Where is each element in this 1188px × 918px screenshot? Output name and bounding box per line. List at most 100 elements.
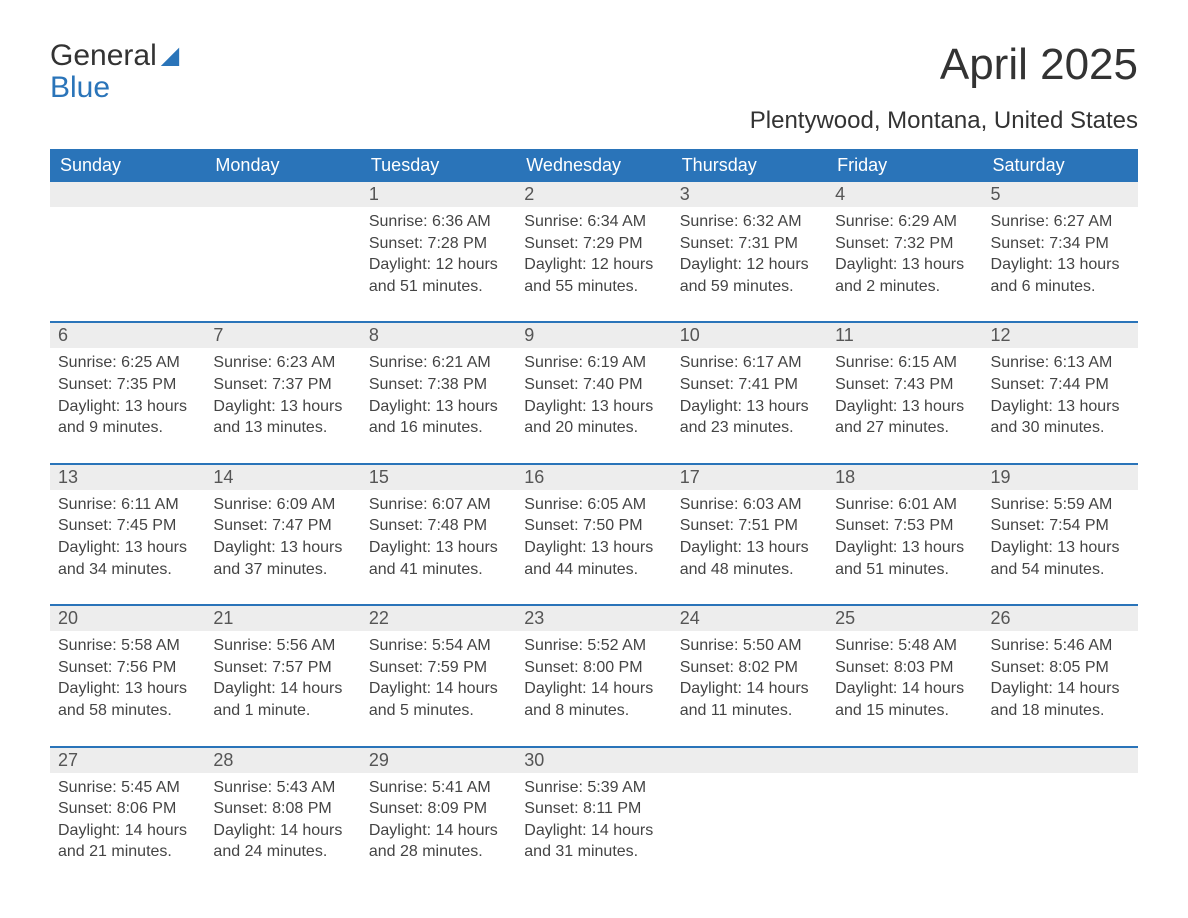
day-header: Thursday [672, 149, 827, 182]
month-title: April 2025 [940, 40, 1138, 90]
daylight-text: Daylight: 13 hours and 44 minutes. [524, 537, 663, 580]
sunset-text: Sunset: 7:31 PM [680, 233, 819, 255]
daylight-text: Daylight: 13 hours and 13 minutes. [213, 396, 352, 439]
day-number-cell: 23 [516, 605, 671, 631]
sunset-text: Sunset: 7:54 PM [991, 515, 1130, 537]
day-body-cell: Sunrise: 6:07 AMSunset: 7:48 PMDaylight:… [361, 490, 516, 605]
logo-line1: General [50, 40, 157, 72]
daylight-text: Daylight: 13 hours and 27 minutes. [835, 396, 974, 439]
daylight-text: Daylight: 14 hours and 18 minutes. [991, 678, 1130, 721]
day-body-cell: Sunrise: 6:11 AMSunset: 7:45 PMDaylight:… [50, 490, 205, 605]
sunset-text: Sunset: 7:40 PM [524, 374, 663, 396]
daylight-text: Daylight: 12 hours and 51 minutes. [369, 254, 508, 297]
day-number-cell: 9 [516, 322, 671, 348]
day-number-cell [205, 182, 360, 207]
sunrise-text: Sunrise: 6:25 AM [58, 352, 197, 374]
sunset-text: Sunset: 7:59 PM [369, 657, 508, 679]
daylight-text: Daylight: 13 hours and 6 minutes. [991, 254, 1130, 297]
day-body-cell: Sunrise: 5:58 AMSunset: 7:56 PMDaylight:… [50, 631, 205, 746]
day-body-cell: Sunrise: 5:39 AMSunset: 8:11 PMDaylight:… [516, 773, 671, 887]
day-number-cell [50, 182, 205, 207]
daylight-text: Daylight: 14 hours and 28 minutes. [369, 820, 508, 863]
week-daynum-row: 13141516171819 [50, 464, 1138, 490]
sunrise-text: Sunrise: 6:19 AM [524, 352, 663, 374]
day-number-cell: 22 [361, 605, 516, 631]
day-number-cell: 21 [205, 605, 360, 631]
day-number-cell: 17 [672, 464, 827, 490]
daylight-text: Daylight: 13 hours and 41 minutes. [369, 537, 508, 580]
sunset-text: Sunset: 8:06 PM [58, 798, 197, 820]
day-body-cell: Sunrise: 5:52 AMSunset: 8:00 PMDaylight:… [516, 631, 671, 746]
day-body-cell: Sunrise: 5:54 AMSunset: 7:59 PMDaylight:… [361, 631, 516, 746]
sunset-text: Sunset: 7:47 PM [213, 515, 352, 537]
sunrise-text: Sunrise: 6:17 AM [680, 352, 819, 374]
sunrise-text: Sunrise: 6:01 AM [835, 494, 974, 516]
day-number-cell: 11 [827, 322, 982, 348]
daylight-text: Daylight: 13 hours and 34 minutes. [58, 537, 197, 580]
day-number-cell: 24 [672, 605, 827, 631]
day-number-cell: 1 [361, 182, 516, 207]
week-daynum-row: 6789101112 [50, 322, 1138, 348]
day-body-cell: Sunrise: 6:17 AMSunset: 7:41 PMDaylight:… [672, 348, 827, 463]
sunset-text: Sunset: 7:34 PM [991, 233, 1130, 255]
day-body-cell: Sunrise: 5:50 AMSunset: 8:02 PMDaylight:… [672, 631, 827, 746]
sunrise-text: Sunrise: 6:34 AM [524, 211, 663, 233]
day-body-cell: Sunrise: 6:09 AMSunset: 7:47 PMDaylight:… [205, 490, 360, 605]
day-body-cell: Sunrise: 6:25 AMSunset: 7:35 PMDaylight:… [50, 348, 205, 463]
sunrise-text: Sunrise: 5:54 AM [369, 635, 508, 657]
sunset-text: Sunset: 7:32 PM [835, 233, 974, 255]
daylight-text: Daylight: 14 hours and 15 minutes. [835, 678, 974, 721]
daylight-text: Daylight: 13 hours and 30 minutes. [991, 396, 1130, 439]
day-number-cell: 16 [516, 464, 671, 490]
sunset-text: Sunset: 7:56 PM [58, 657, 197, 679]
daylight-text: Daylight: 14 hours and 31 minutes. [524, 820, 663, 863]
daylight-text: Daylight: 13 hours and 20 minutes. [524, 396, 663, 439]
day-body-cell: Sunrise: 6:13 AMSunset: 7:44 PMDaylight:… [983, 348, 1138, 463]
location-subtitle: Plentywood, Montana, United States [50, 107, 1138, 135]
sunset-text: Sunset: 7:44 PM [991, 374, 1130, 396]
day-body-cell [827, 773, 982, 887]
day-body-cell: Sunrise: 6:03 AMSunset: 7:51 PMDaylight:… [672, 490, 827, 605]
day-header: Monday [205, 149, 360, 182]
daylight-text: Daylight: 14 hours and 21 minutes. [58, 820, 197, 863]
day-header: Tuesday [361, 149, 516, 182]
sunset-text: Sunset: 8:09 PM [369, 798, 508, 820]
sunrise-text: Sunrise: 6:03 AM [680, 494, 819, 516]
daylight-text: Daylight: 13 hours and 51 minutes. [835, 537, 974, 580]
day-body-cell [672, 773, 827, 887]
day-body-cell: Sunrise: 5:43 AMSunset: 8:08 PMDaylight:… [205, 773, 360, 887]
day-body-cell: Sunrise: 6:19 AMSunset: 7:40 PMDaylight:… [516, 348, 671, 463]
day-body-cell: Sunrise: 6:29 AMSunset: 7:32 PMDaylight:… [827, 207, 982, 322]
sunrise-text: Sunrise: 6:23 AM [213, 352, 352, 374]
sunrise-text: Sunrise: 6:11 AM [58, 494, 197, 516]
sunrise-text: Sunrise: 5:48 AM [835, 635, 974, 657]
sunset-text: Sunset: 8:03 PM [835, 657, 974, 679]
sunset-text: Sunset: 8:00 PM [524, 657, 663, 679]
day-body-cell [50, 207, 205, 322]
week-daynum-row: 12345 [50, 182, 1138, 207]
sunrise-text: Sunrise: 5:52 AM [524, 635, 663, 657]
day-body-cell [983, 773, 1138, 887]
sunset-text: Sunset: 7:41 PM [680, 374, 819, 396]
daylight-text: Daylight: 13 hours and 54 minutes. [991, 537, 1130, 580]
sunrise-text: Sunrise: 6:32 AM [680, 211, 819, 233]
sunset-text: Sunset: 7:51 PM [680, 515, 819, 537]
week-body-row: Sunrise: 6:25 AMSunset: 7:35 PM Daylight:… [50, 348, 1138, 463]
day-number-cell: 19 [983, 464, 1138, 490]
day-number-cell: 7 [205, 322, 360, 348]
logo-sail-icon: ◢ [161, 43, 179, 68]
sunset-text: Sunset: 7:37 PM [213, 374, 352, 396]
sunrise-text: Sunrise: 5:59 AM [991, 494, 1130, 516]
sunset-text: Sunset: 7:35 PM [58, 374, 197, 396]
sunset-text: Sunset: 7:53 PM [835, 515, 974, 537]
sunset-text: Sunset: 7:48 PM [369, 515, 508, 537]
daylight-text: Daylight: 13 hours and 58 minutes. [58, 678, 197, 721]
sunrise-text: Sunrise: 5:39 AM [524, 777, 663, 799]
sunrise-text: Sunrise: 5:50 AM [680, 635, 819, 657]
week-daynum-row: 20212223242526 [50, 605, 1138, 631]
sunset-text: Sunset: 7:50 PM [524, 515, 663, 537]
sunrise-text: Sunrise: 6:15 AM [835, 352, 974, 374]
daylight-text: Daylight: 12 hours and 55 minutes. [524, 254, 663, 297]
day-number-cell: 8 [361, 322, 516, 348]
day-body-cell: Sunrise: 6:32 AMSunset: 7:31 PMDaylight:… [672, 207, 827, 322]
